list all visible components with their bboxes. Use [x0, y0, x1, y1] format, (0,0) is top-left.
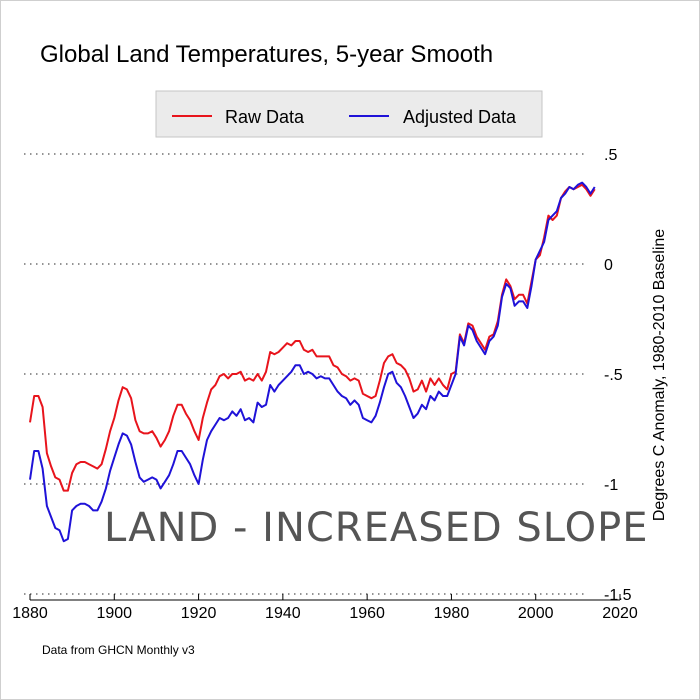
legend-box	[155, 90, 543, 138]
x-tick-label: 1920	[181, 605, 217, 622]
x-tick-label: 1900	[96, 605, 132, 622]
x-tick-label: 1980	[434, 605, 470, 622]
source-note: Data from GHCN Monthly v3	[42, 643, 195, 657]
chart-title: Global Land Temperatures, 5-year Smooth	[40, 41, 493, 68]
y-tick-label: -1.5	[604, 587, 632, 604]
series-line-raw-data	[29, 183, 596, 492]
x-tick-label: 1940	[265, 605, 301, 622]
legend-label-adjusted-data: Adjusted Data	[403, 107, 517, 127]
x-tick-label: 1880	[12, 605, 48, 622]
x-axis: 1880 1900 1920 1940 1960 1980 2000 2020	[12, 594, 638, 622]
y-tick-label: .5	[604, 147, 617, 164]
series-line-adjusted-data	[29, 181, 596, 543]
y-tick-labels: .5 0 -.5 -1 -1.5	[604, 147, 632, 604]
y-tick-label: -1	[604, 477, 618, 494]
y-tick-label: -.5	[604, 367, 623, 384]
x-tick-label: 2000	[518, 605, 554, 622]
y-axis-label: Degrees C Anomaly, 1980-2010 Baseline	[651, 229, 668, 521]
y-tick-label: 0	[604, 257, 613, 274]
annotation-text: LAND - INCREASED SLOPE	[104, 505, 649, 551]
x-tick-label: 1960	[349, 605, 385, 622]
x-tick-label: 2020	[602, 605, 638, 622]
x-ticks: 1880 1900 1920 1940 1960 1980 2000 2020	[12, 594, 638, 622]
legend-label-raw-data: Raw Data	[225, 107, 305, 127]
legend: Raw Data Adjusted Data	[155, 90, 543, 138]
series-lines	[29, 181, 596, 543]
